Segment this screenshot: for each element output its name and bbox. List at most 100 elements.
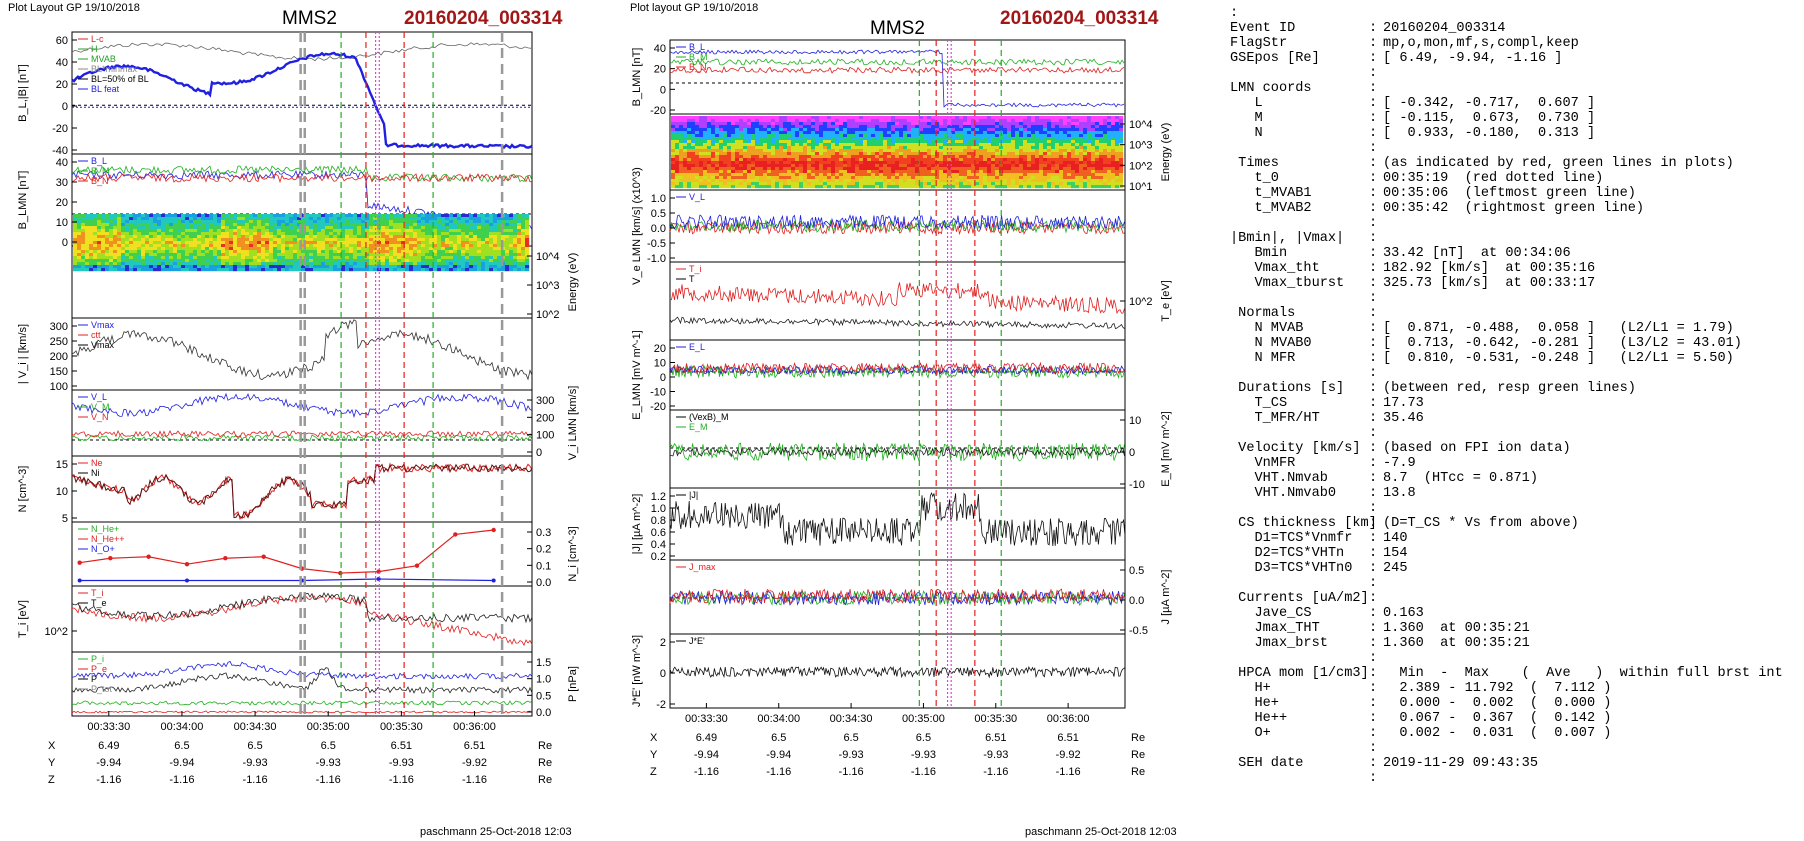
y-tick-label-right: 0.0 <box>536 707 551 719</box>
spectrogram-cell <box>105 268 110 272</box>
spectrogram-cell <box>1019 143 1024 147</box>
spectrogram-cell <box>1079 128 1084 132</box>
spectrogram-cell <box>999 146 1004 150</box>
spectrogram-cell <box>257 256 262 260</box>
spectrogram-cell <box>1059 182 1064 186</box>
spectrogram-cell <box>767 140 772 144</box>
spectrogram-cell <box>421 250 426 254</box>
spectrogram-cell <box>671 119 676 123</box>
spectrogram-cell <box>93 253 98 257</box>
spectrogram-cell <box>831 173 836 177</box>
spectrogram-cell <box>205 229 210 233</box>
spectrogram-cell <box>1063 164 1068 168</box>
spectrogram-cell <box>77 256 82 260</box>
spectrogram-cell <box>939 152 944 156</box>
spectrogram-cell <box>875 143 880 147</box>
spectrogram-cell <box>911 128 916 132</box>
spectrogram-cell <box>759 137 764 141</box>
spectrogram-cell <box>963 152 968 156</box>
spectrogram-cell <box>687 167 692 171</box>
spectrogram-cell <box>477 217 482 221</box>
spectrogram-cell <box>409 226 414 230</box>
spectrogram-cell <box>971 146 976 150</box>
spectrogram-cell <box>281 220 286 224</box>
spectrogram-cell <box>1023 161 1028 165</box>
spectrogram-cell <box>1007 119 1012 123</box>
spectrogram-cell <box>485 232 490 236</box>
spectrogram-cell <box>237 241 242 245</box>
spectrogram-cell <box>759 158 764 162</box>
spectrogram-cell <box>1007 176 1012 180</box>
spectrogram-cell <box>429 250 434 254</box>
spectrogram-cell <box>727 143 732 147</box>
spectrogram-cell <box>489 259 494 263</box>
spectrogram-cell <box>843 164 848 168</box>
spectrogram-cell <box>417 268 422 272</box>
spectrogram-cell <box>707 158 712 162</box>
spectrogram-cell <box>967 164 972 168</box>
spectrogram-cell <box>699 173 704 177</box>
spectrogram-cell <box>381 262 386 266</box>
spectrogram-cell <box>253 265 258 269</box>
spectrogram-cell <box>409 235 414 239</box>
spectrogram-cell <box>979 179 984 183</box>
spectrogram-cell <box>775 137 780 141</box>
spectrogram-cell <box>723 131 728 135</box>
spectrogram-cell <box>759 179 764 183</box>
spectrogram-cell <box>1031 152 1036 156</box>
spectrogram-cell <box>987 185 992 189</box>
spectrogram-cell <box>691 143 696 147</box>
spectrogram-cell <box>85 268 90 272</box>
spectrogram-cell <box>835 152 840 156</box>
spectrogram-cell <box>1067 146 1072 150</box>
spectrogram-cell <box>89 214 94 218</box>
spectrogram-cell <box>441 265 446 269</box>
spectrogram-cell <box>1027 167 1032 171</box>
spectrogram-cell <box>293 265 298 269</box>
spectrogram-cell <box>903 164 908 168</box>
spectrogram-cell <box>711 137 716 141</box>
spectrogram-cell <box>337 253 342 257</box>
spectrogram-cell <box>955 128 960 132</box>
spectrogram-cell <box>337 265 342 269</box>
spectrogram-cell <box>509 244 514 248</box>
spectrogram-cell <box>711 155 716 159</box>
spectrogram-cell <box>1023 131 1028 135</box>
spectrogram-cell <box>149 235 154 239</box>
spectrogram-cell <box>851 164 856 168</box>
spectrogram-cell <box>429 253 434 257</box>
spectrogram-cell <box>465 235 470 239</box>
spectrogram-cell <box>497 250 502 254</box>
spectrogram-cell <box>441 256 446 260</box>
spectrogram-cell <box>521 259 526 263</box>
spectrogram-cell <box>1091 128 1096 132</box>
spectrogram-cell <box>803 134 808 138</box>
spectrogram-cell <box>691 119 696 123</box>
spectrogram-cell <box>365 259 370 263</box>
spectrogram-cell <box>429 220 434 224</box>
spectrogram-cell <box>983 119 988 123</box>
legend-label: MVAB <box>91 54 116 64</box>
spectrogram-cell <box>169 262 174 266</box>
spectrogram-cell <box>293 250 298 254</box>
spectrogram-cell <box>671 179 676 183</box>
spectrogram-cell <box>795 179 800 183</box>
spectrogram-cell <box>911 182 916 186</box>
spectrogram-cell <box>991 179 996 183</box>
spectrogram-cell <box>943 182 948 186</box>
spectrogram-cell <box>377 253 382 257</box>
spectrogram-cell <box>711 167 716 171</box>
spectrogram-cell <box>173 259 178 263</box>
spectrogram-cell <box>269 214 274 218</box>
spectrogram-cell <box>317 226 322 230</box>
spectrogram-cell <box>277 253 282 257</box>
spectrogram-cell <box>975 125 980 129</box>
spectrogram-cell <box>907 140 912 144</box>
spectrogram-cell <box>361 217 366 221</box>
spectrogram-cell <box>261 226 266 230</box>
spectrogram-cell <box>137 247 142 251</box>
spectrogram-cell <box>185 214 190 218</box>
spectrogram-cell <box>525 232 530 236</box>
spectrogram-cell <box>501 250 506 254</box>
spectrogram-cell <box>133 250 138 254</box>
